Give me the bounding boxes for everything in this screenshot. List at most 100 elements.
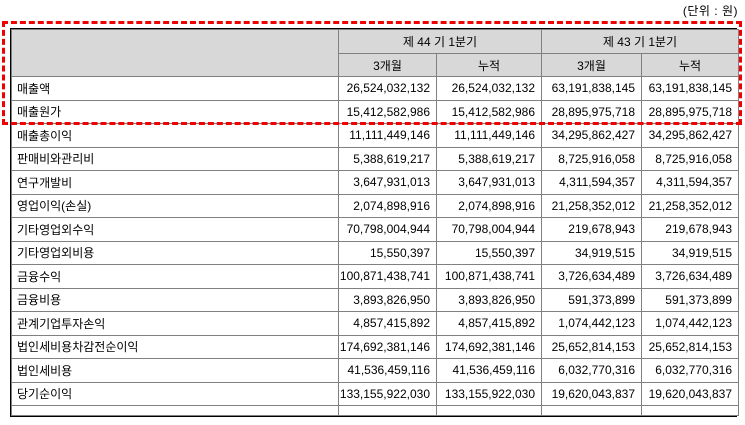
row-label: 관계기업투자손익 xyxy=(11,311,339,336)
cell-value: 4,857,415,892 xyxy=(436,311,542,336)
cell-value: 34,295,862,427 xyxy=(541,123,642,148)
cell-value: 26,524,032,132 xyxy=(436,76,542,101)
row-label: 매출원가 xyxy=(11,99,339,124)
cell-value: 34,919,515 xyxy=(541,240,642,265)
cell-value: 4,311,594,357 xyxy=(641,170,739,195)
cell-value: 25,652,814,153 xyxy=(641,334,739,359)
table-row: 판매비와관리비 5,388,619,217 5,388,619,217 8,725,9… xyxy=(11,146,739,171)
subheader-44-cumulative: 누적 xyxy=(436,53,542,77)
row-label: 금융비용 xyxy=(11,287,339,312)
row-label: 기타영업외수익 xyxy=(11,217,339,242)
cell-value: 219,678,943 xyxy=(641,217,739,242)
cell-value: 70,798,004,944 xyxy=(436,217,542,242)
cell-value: 3,647,931,013 xyxy=(338,170,437,195)
table-body: 매출액 26,524,032,132 26,524,032,132 63,191,83… xyxy=(11,76,739,416)
cell-value: 3,647,931,013 xyxy=(436,170,542,195)
empty-cell xyxy=(338,405,437,416)
cell-value: 15,550,397 xyxy=(338,240,437,265)
cell-value: 19,620,043,837 xyxy=(641,381,739,406)
subheader-44-3month: 3개월 xyxy=(338,53,437,77)
cell-value: 133,155,922,030 xyxy=(338,381,437,406)
table-header: 제 44 기 1분기 제 43 기 1분기 3개월 누적 3개월 누적 xyxy=(11,29,739,77)
cell-value: 26,524,032,132 xyxy=(338,76,437,101)
table-row: 영업이익(손실) 2,074,898,916 2,074,898,916 21,258… xyxy=(11,193,739,218)
cell-value: 15,412,582,986 xyxy=(436,99,542,124)
cell-value: 15,412,582,986 xyxy=(338,99,437,124)
cell-value: 3,893,826,950 xyxy=(436,287,542,312)
cell-value: 1,074,442,123 xyxy=(541,311,642,336)
cell-value: 41,536,459,116 xyxy=(338,358,437,383)
empty-cell xyxy=(641,405,739,416)
row-label: 영업이익(손실) xyxy=(11,193,339,218)
table-row: 법인세비용차감전순이익 174,692,381,146 174,692,381,14… xyxy=(11,334,739,359)
empty-cell xyxy=(11,405,339,416)
cell-value: 174,692,381,146 xyxy=(436,334,542,359)
cell-value: 6,032,770,316 xyxy=(541,358,642,383)
period-header-43: 제 43 기 1분기 xyxy=(541,29,739,54)
table-row: 기타영업외수익 70,798,004,944 70,798,004,944 219,6… xyxy=(11,217,739,242)
cell-value: 6,032,770,316 xyxy=(641,358,739,383)
empty-cell xyxy=(436,405,542,416)
row-label: 금융수익 xyxy=(11,264,339,289)
cell-value: 219,678,943 xyxy=(541,217,642,242)
cell-value: 41,536,459,116 xyxy=(436,358,542,383)
row-label: 기타영업외비용 xyxy=(11,240,339,265)
row-label: 당기순이익 xyxy=(11,381,339,406)
cell-value: 4,311,594,357 xyxy=(541,170,642,195)
row-label: 매출액 xyxy=(11,76,339,101)
cell-value: 28,895,975,718 xyxy=(641,99,739,124)
partial-clipped-row xyxy=(11,405,739,416)
period-header-row: 제 44 기 1분기 제 43 기 1분기 xyxy=(11,29,739,77)
corner-cell xyxy=(11,29,339,77)
unit-label: (단위 : 원) xyxy=(682,4,738,18)
cell-value: 4,857,415,892 xyxy=(338,311,437,336)
cell-value: 133,155,922,030 xyxy=(436,381,542,406)
cell-value: 591,373,899 xyxy=(641,287,739,312)
table-row: 법인세비용 41,536,459,116 41,536,459,116 6,032,7… xyxy=(11,358,739,383)
cell-value: 34,919,515 xyxy=(641,240,739,265)
empty-cell xyxy=(541,405,642,416)
table-row: 금융수익 100,871,438,741 100,871,438,741 3,726,… xyxy=(11,264,739,289)
cell-value: 2,074,898,916 xyxy=(436,193,542,218)
period-header-44: 제 44 기 1분기 xyxy=(338,29,542,54)
cell-value: 63,191,838,145 xyxy=(641,76,739,101)
cell-value: 63,191,838,145 xyxy=(541,76,642,101)
cell-value: 11,111,449,146 xyxy=(338,123,437,148)
table-row: 매출액 26,524,032,132 26,524,032,132 63,191,83… xyxy=(11,76,739,101)
table-row: 당기순이익 133,155,922,030 133,155,922,030 19,62… xyxy=(11,381,739,406)
income-statement-table: 제 44 기 1분기 제 43 기 1분기 3개월 누적 3개월 누적 매출액 2… xyxy=(11,29,739,416)
income-statement-table-frame: 제 44 기 1분기 제 43 기 1분기 3개월 누적 3개월 누적 매출액 2… xyxy=(10,28,739,417)
table-row: 기타영업외비용 15,550,397 15,550,397 34,919,515 34,… xyxy=(11,240,739,265)
cell-value: 2,074,898,916 xyxy=(338,193,437,218)
row-label: 매출총이익 xyxy=(11,123,339,148)
cell-value: 1,074,442,123 xyxy=(641,311,739,336)
table-row: 금융비용 3,893,826,950 3,893,826,950 591,373,89… xyxy=(11,287,739,312)
cell-value: 100,871,438,741 xyxy=(436,264,542,289)
subheader-row: 3개월 누적 3개월 누적 xyxy=(12,53,739,77)
cell-value: 11,111,449,146 xyxy=(436,123,542,148)
table-row: 연구개발비 3,647,931,013 3,647,931,013 4,311,594… xyxy=(11,170,739,195)
cell-value: 174,692,381,146 xyxy=(338,334,437,359)
cell-value: 21,258,352,012 xyxy=(541,193,642,218)
cell-value: 100,871,438,741 xyxy=(338,264,437,289)
table-row: 관계기업투자손익 4,857,415,892 4,857,415,892 1,074,… xyxy=(11,311,739,336)
cell-value: 3,893,826,950 xyxy=(338,287,437,312)
cell-value: 21,258,352,012 xyxy=(641,193,739,218)
row-label: 법인세비용 xyxy=(11,358,339,383)
cell-value: 3,726,634,489 xyxy=(541,264,642,289)
row-label: 판매비와관리비 xyxy=(11,146,339,171)
row-label: 법인세비용차감전순이익 xyxy=(11,334,339,359)
table-row: 매출총이익 11,111,449,146 11,111,449,146 34,295,… xyxy=(11,123,739,148)
cell-value: 70,798,004,944 xyxy=(338,217,437,242)
cell-value: 8,725,916,058 xyxy=(641,146,739,171)
cell-value: 8,725,916,058 xyxy=(541,146,642,171)
cell-value: 15,550,397 xyxy=(436,240,542,265)
subheader-43-cumulative: 누적 xyxy=(641,53,739,77)
row-label: 연구개발비 xyxy=(11,170,339,195)
cell-value: 591,373,899 xyxy=(541,287,642,312)
table-row: 매출원가 15,412,582,986 15,412,582,986 28,895,9… xyxy=(11,99,739,124)
subheader-43-3month: 3개월 xyxy=(541,53,642,77)
cell-value: 19,620,043,837 xyxy=(541,381,642,406)
cell-value: 5,388,619,217 xyxy=(436,146,542,171)
cell-value: 28,895,975,718 xyxy=(541,99,642,124)
